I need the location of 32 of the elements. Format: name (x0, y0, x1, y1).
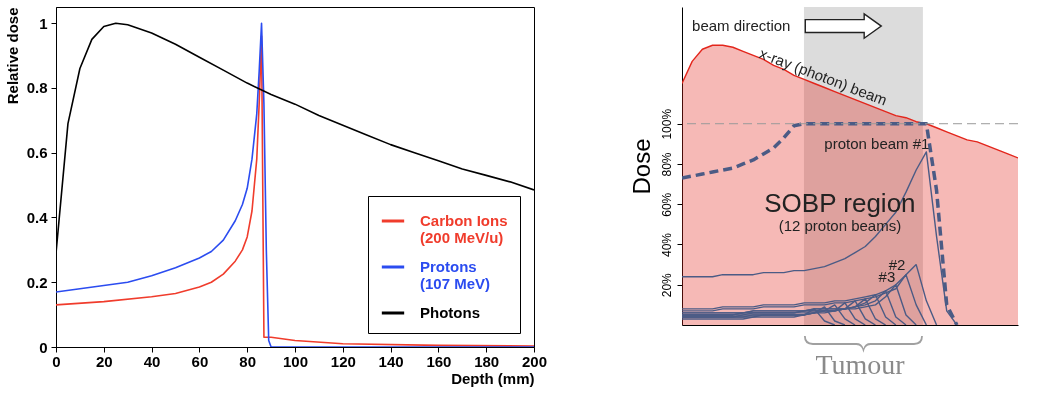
x-tick-label: 20 (95, 352, 113, 370)
x-tick-label: 60 (191, 352, 209, 370)
text: Tumour (815, 349, 906, 381)
y-tick-label: 0 (39, 338, 48, 356)
y-tick-label: 1 (39, 14, 48, 32)
annotation: beam direction (692, 17, 791, 35)
legend-label: Protons (107 MeV) (420, 258, 491, 292)
x-tick-label: 100 (282, 352, 309, 370)
annotation: #2 (888, 255, 906, 273)
y-tick-label: 40% (659, 232, 674, 258)
x-tick-label: 120 (330, 352, 356, 370)
x-tick-label: 200 (521, 352, 548, 370)
x-tick-label: 160 (426, 352, 452, 370)
y-tick-label: 60% (659, 192, 674, 217)
y-tick-label: 0.2 (26, 273, 48, 291)
annotation: proton beam #1 (824, 134, 930, 152)
y-tick-label: 80% (659, 152, 674, 177)
y-tick-label: 0.4 (26, 208, 49, 226)
x-tick-label: 80 (239, 352, 257, 370)
y-tick-label: 0.8 (26, 79, 48, 97)
y-tick-label: 0.6 (26, 144, 48, 162)
y-tick-label: 20% (659, 272, 674, 298)
y-axis-title: Dose (627, 138, 655, 195)
x-tick-label: 140 (378, 352, 404, 370)
legend-label: Carbon Ions (200 MeV/u) (420, 212, 508, 246)
y-tick-label: 100% (659, 108, 674, 140)
x-tick-label: 40 (143, 352, 161, 370)
y-axis-title: Relative dose (3, 7, 21, 105)
x-tick-label: 180 (474, 352, 500, 370)
x-axis-title: Depth (mm) (451, 369, 535, 387)
legend-label: Photons (420, 304, 480, 321)
x-tick-label: 0 (52, 352, 61, 370)
